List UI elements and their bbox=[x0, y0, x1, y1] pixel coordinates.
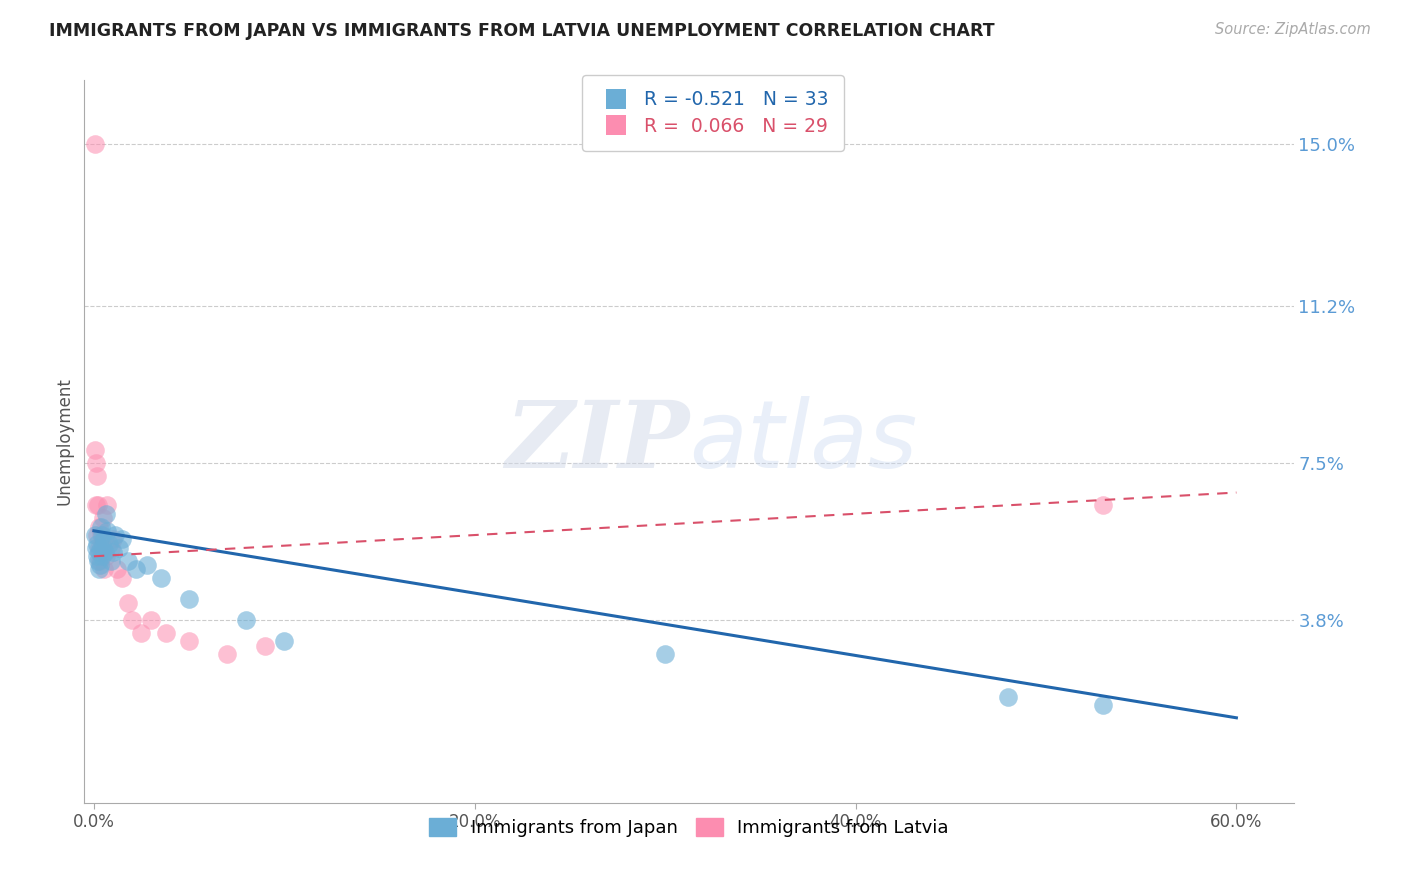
Point bbox=[91, 549, 114, 564]
Point bbox=[136, 558, 159, 572]
Point bbox=[107, 541, 129, 555]
Point bbox=[86, 528, 108, 542]
Point bbox=[100, 541, 122, 555]
Point bbox=[87, 553, 110, 567]
Point bbox=[96, 498, 118, 512]
Point bbox=[105, 562, 128, 576]
Point bbox=[217, 647, 239, 661]
Text: IMMIGRANTS FROM JAPAN VS IMMIGRANTS FROM LATVIA UNEMPLOYMENT CORRELATION CHART: IMMIGRANTS FROM JAPAN VS IMMIGRANTS FROM… bbox=[49, 22, 995, 40]
Point bbox=[89, 553, 111, 567]
Point bbox=[139, 613, 162, 627]
Point bbox=[93, 511, 115, 525]
Point bbox=[131, 625, 153, 640]
Point bbox=[90, 528, 112, 542]
Y-axis label: Unemployment: Unemployment bbox=[55, 377, 73, 506]
Legend: Immigrants from Japan, Immigrants from Latvia: Immigrants from Japan, Immigrants from L… bbox=[422, 811, 956, 845]
Text: Source: ZipAtlas.com: Source: ZipAtlas.com bbox=[1215, 22, 1371, 37]
Point bbox=[1092, 698, 1115, 712]
Point bbox=[254, 639, 277, 653]
Point bbox=[100, 553, 122, 567]
Point bbox=[177, 634, 200, 648]
Point bbox=[121, 613, 143, 627]
Point bbox=[84, 498, 107, 512]
Point bbox=[89, 519, 111, 533]
Text: ZIP: ZIP bbox=[505, 397, 689, 486]
Point bbox=[94, 545, 117, 559]
Point bbox=[83, 136, 105, 151]
Point bbox=[235, 613, 257, 627]
Point bbox=[87, 498, 110, 512]
Point bbox=[273, 634, 295, 648]
Point bbox=[90, 528, 112, 542]
Point bbox=[90, 541, 112, 555]
Point bbox=[93, 562, 115, 576]
Point bbox=[96, 507, 118, 521]
Point bbox=[101, 533, 124, 547]
Point bbox=[111, 570, 134, 584]
Point bbox=[1092, 498, 1115, 512]
Point bbox=[84, 456, 107, 470]
Point bbox=[117, 596, 139, 610]
Point bbox=[149, 570, 172, 584]
Point bbox=[654, 647, 676, 661]
Point bbox=[87, 541, 110, 555]
Point bbox=[96, 524, 118, 538]
Point bbox=[87, 545, 110, 559]
Point bbox=[125, 562, 148, 576]
Text: atlas: atlas bbox=[689, 396, 917, 487]
Point bbox=[86, 549, 108, 564]
Point bbox=[90, 541, 112, 555]
Point bbox=[101, 545, 124, 559]
Point bbox=[86, 468, 108, 483]
Point bbox=[96, 549, 118, 564]
Point bbox=[84, 443, 107, 458]
Point bbox=[86, 536, 108, 550]
Point bbox=[117, 553, 139, 567]
Point bbox=[93, 541, 115, 555]
Point bbox=[98, 536, 121, 550]
Point bbox=[177, 591, 200, 606]
Point bbox=[90, 519, 112, 533]
Point bbox=[997, 690, 1019, 704]
Point bbox=[84, 528, 107, 542]
Point bbox=[93, 533, 115, 547]
Point bbox=[89, 558, 111, 572]
Point bbox=[89, 562, 111, 576]
Point bbox=[84, 541, 107, 555]
Point bbox=[155, 625, 177, 640]
Point bbox=[111, 533, 134, 547]
Point bbox=[104, 528, 127, 542]
